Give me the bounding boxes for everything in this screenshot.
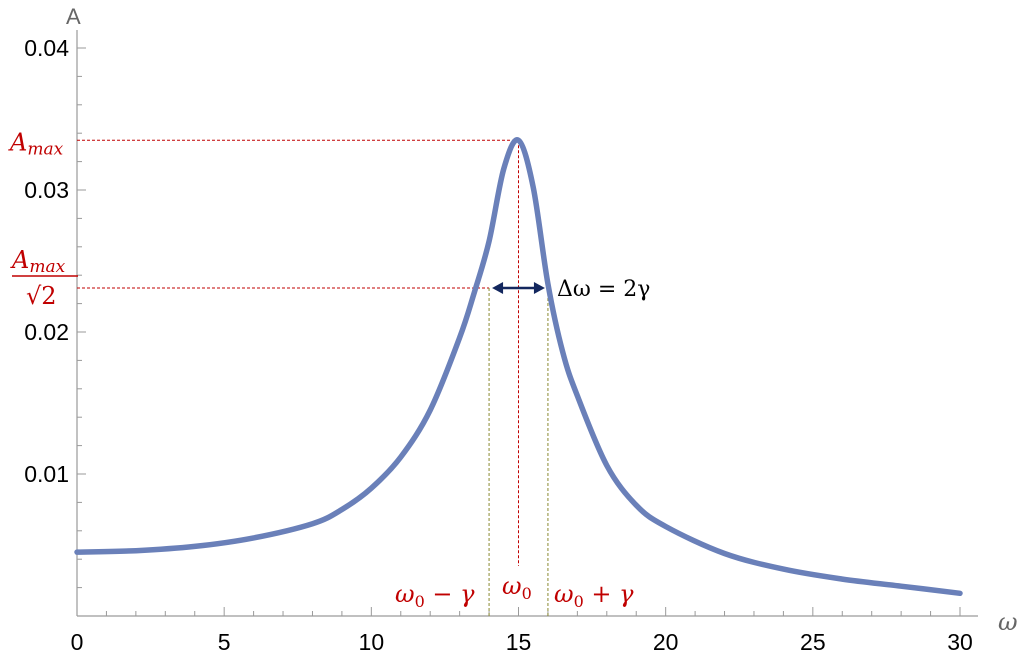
half-power-label-denominator: √2 [26,282,57,310]
guide-lines [77,139,549,616]
resonance-curve [74,137,963,597]
x-tick-label: 5 [218,629,231,655]
x-tick-label: 15 [506,629,532,655]
amax-label: Amax [8,128,64,159]
bandwidth-arrow-head-right [533,281,545,294]
y-tick-label: 0.04 [24,35,69,61]
x-tick-label: 20 [653,629,679,655]
bandwidth-arrow-head-left [492,281,504,294]
x-tick-label: 30 [947,629,973,655]
x-tick-label: 25 [800,629,826,655]
axes: 0 5 10 15 20 25 30 0.01 0.02 0.03 0.04 Aω [24,4,1017,655]
peak-omega-label: ω0 [502,572,532,603]
y-tick-label: 0.01 [24,461,69,487]
y-tick-label: 0.02 [24,319,69,345]
bandwidth-label: Δω = 2γ [557,277,650,302]
y-axis-label: A [66,4,81,29]
y-tick-label: 0.03 [24,177,69,203]
right-omega-label: ω0 + γ [554,580,634,611]
x-tick-label: 10 [359,629,385,655]
left-omega-label: ω0 − γ [395,580,475,611]
x-tick-label: 0 [71,629,84,655]
annotation-labels: Δω = 2γ Amax Amax √2 ω0 − γ ω0 ω0 + γ [8,128,650,611]
curve-layer [74,137,963,597]
half-power-label-numerator: Amax [10,246,66,277]
x-axis-label: ω [998,608,1018,636]
